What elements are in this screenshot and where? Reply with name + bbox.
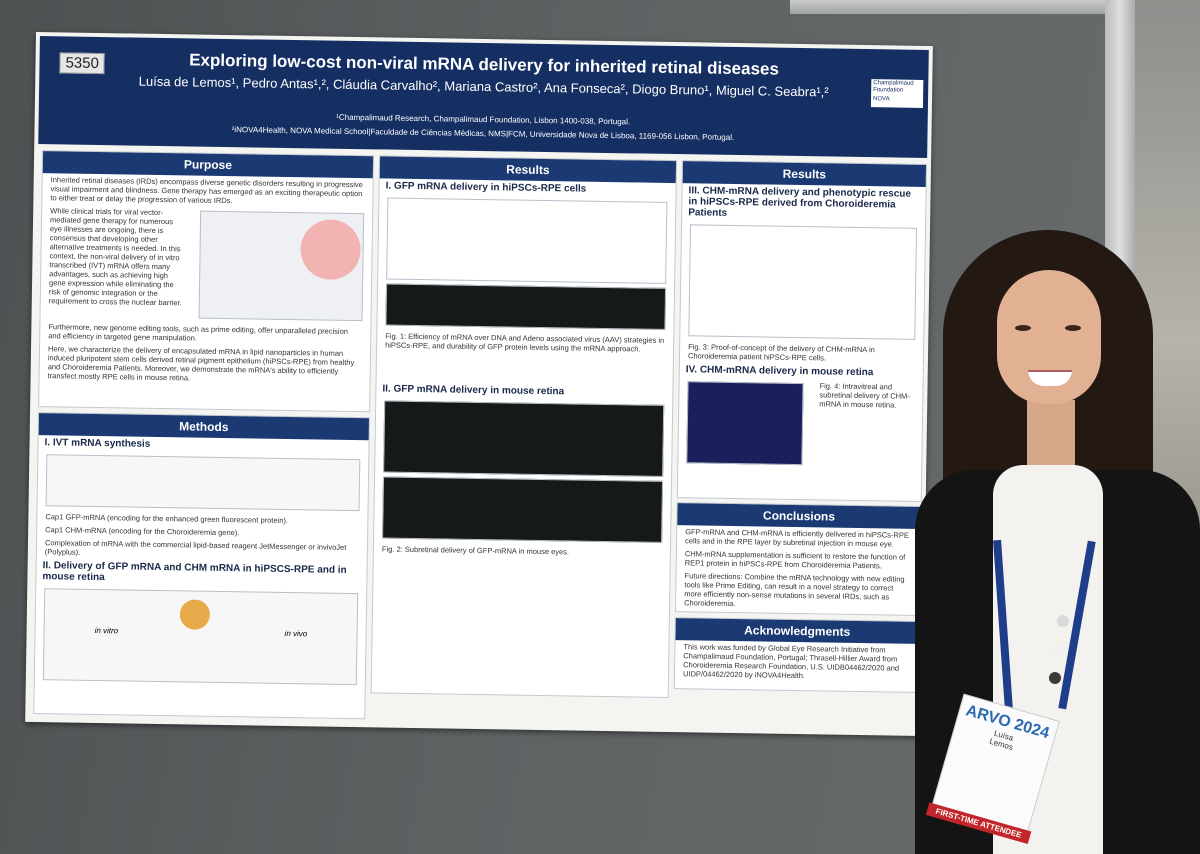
acknowledgments-section: Acknowledgments This work was funded by … <box>673 617 920 693</box>
ivt-synthesis-diagram <box>45 454 361 512</box>
purpose-section: Purpose Inherited retinal diseases (IRDs… <box>38 150 375 413</box>
results-section-1: Results I. GFP mRNA delivery in hiPSCs-R… <box>370 155 678 699</box>
results2-subheading-1: III. CHM-mRNA delivery and phenotypic re… <box>688 185 912 219</box>
purpose-paragraph-1: Inherited retinal diseases (IRDs) encomp… <box>50 175 363 206</box>
right-eye <box>1065 325 1081 331</box>
in-vitro-label: in vitro <box>94 625 119 636</box>
methods-subheading-2: II. Delivery of GFP mRNA and CHM mRNA in… <box>42 560 347 584</box>
results1-subheading-2: II. GFP mRNA delivery in mouse retina <box>382 383 565 398</box>
in-vivo-label: in vivo <box>284 628 308 639</box>
fig1-bar-charts <box>386 197 668 284</box>
presenter-person: ARVO 2024 Luísa Lemos FIRST-TIME ATTENDE… <box>915 220 1200 854</box>
methods-section: Methods I. IVT mRNA synthesis Cap1 GFP-m… <box>33 412 370 720</box>
purpose-paragraph-2: While clinical trials for viral vector-m… <box>48 206 182 308</box>
nucleus-shape <box>299 219 361 281</box>
fig4-retina-images <box>686 381 804 466</box>
delivery-workflow-diagram: in vitro in vivo <box>42 588 359 686</box>
institution-logo: Champalimaud Foundation NOVA <box>870 79 924 108</box>
fig2-retina-images <box>383 400 665 477</box>
fig4-caption: Fig. 4: Intravitreal and subretinal deli… <box>819 381 910 410</box>
acknowledgments-text: This work was funded by Global Eye Resea… <box>682 642 900 681</box>
lanyard-pin-2 <box>1053 645 1065 657</box>
smile <box>1028 370 1072 386</box>
fig2-caption: Fig. 2: Subretinal delivery of GFP-mRNA … <box>381 544 570 557</box>
neck <box>1027 400 1075 470</box>
conclusion-3: Future directions: Combine the mRNA tech… <box>684 571 905 609</box>
research-poster: 5350 Exploring low-cost non-viral mRNA d… <box>25 32 933 737</box>
nanoparticle-icon <box>179 599 211 630</box>
left-eye <box>1015 325 1031 331</box>
poster-banner: 5350 Exploring low-cost non-viral mRNA d… <box>38 36 929 159</box>
logo-text-2: NOVA <box>873 96 890 103</box>
logo-text-1: Champalimaud Foundation <box>873 80 914 94</box>
fig1-confocal-images <box>385 283 667 330</box>
fig1-caption: Fig. 1: Efficiency of mRNA over DNA and … <box>385 331 665 354</box>
fig3-panels <box>688 224 918 340</box>
purpose-paragraph-4: Here, we characterize the delivery of en… <box>47 344 355 383</box>
conclusions-section: Conclusions GFP-mRNA and CHM-mRNA is eff… <box>674 502 922 616</box>
fig2-flatmount-images <box>382 476 664 543</box>
gene-therapy-diagram <box>198 210 365 322</box>
lanyard-pin-1 <box>1057 615 1069 627</box>
results-section-2: Results III. CHM-mRNA delivery and pheno… <box>676 160 928 502</box>
lanyard-pin-3 <box>1049 672 1061 684</box>
board-frame-top <box>790 0 1200 14</box>
